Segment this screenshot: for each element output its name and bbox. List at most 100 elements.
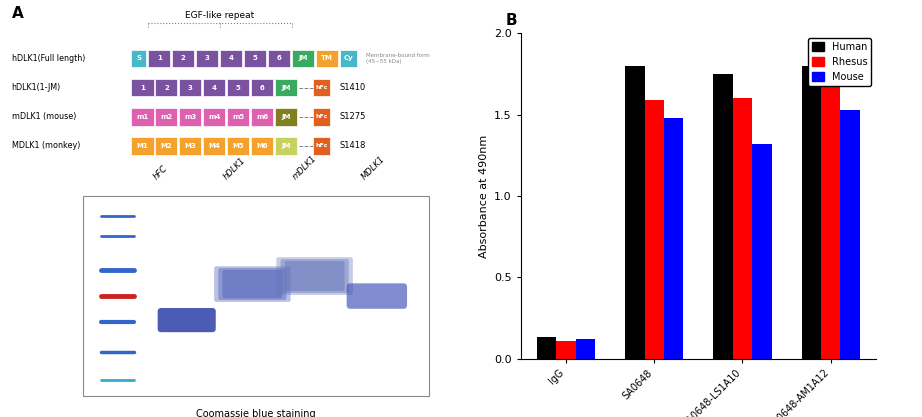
Text: 6: 6 (260, 85, 265, 90)
Text: hFc: hFc (315, 85, 328, 90)
Text: 5: 5 (236, 85, 241, 90)
Text: JM: JM (281, 114, 291, 120)
Text: m4: m4 (208, 114, 220, 120)
Text: m6: m6 (256, 114, 268, 120)
Bar (537, 337, 557, 359)
Text: Cy: Cy (344, 55, 353, 61)
Text: 2: 2 (164, 85, 169, 90)
FancyBboxPatch shape (131, 108, 153, 126)
FancyBboxPatch shape (131, 50, 147, 67)
Text: mDLK1 (mouse): mDLK1 (mouse) (11, 112, 76, 121)
Text: Coomassie blue staining: Coomassie blue staining (196, 409, 315, 417)
Bar (752, 144, 772, 359)
FancyBboxPatch shape (203, 79, 226, 96)
Text: M1: M1 (136, 143, 148, 149)
FancyBboxPatch shape (203, 108, 226, 126)
Bar (801, 66, 821, 359)
Legend: Human, Rhesus, Mouse: Human, Rhesus, Mouse (809, 38, 871, 86)
Text: hDLK1: hDLK1 (221, 156, 247, 181)
Text: 2: 2 (181, 55, 185, 61)
FancyBboxPatch shape (222, 270, 282, 298)
FancyBboxPatch shape (275, 108, 297, 126)
Bar (576, 339, 596, 359)
FancyBboxPatch shape (313, 108, 330, 126)
Bar (733, 98, 752, 359)
FancyBboxPatch shape (196, 50, 219, 67)
FancyBboxPatch shape (228, 108, 250, 126)
FancyBboxPatch shape (214, 266, 290, 302)
FancyBboxPatch shape (316, 50, 338, 67)
FancyBboxPatch shape (220, 50, 242, 67)
Bar (840, 110, 859, 359)
FancyBboxPatch shape (131, 137, 153, 155)
Text: M6: M6 (256, 143, 268, 149)
Text: m1: m1 (136, 114, 148, 120)
FancyBboxPatch shape (155, 108, 177, 126)
Text: hDLK1(Full length): hDLK1(Full length) (11, 54, 85, 63)
FancyBboxPatch shape (251, 137, 274, 155)
Text: TM: TM (321, 55, 333, 61)
Text: hDLK1(1-JM): hDLK1(1-JM) (11, 83, 61, 92)
Text: M2: M2 (160, 143, 172, 149)
FancyBboxPatch shape (179, 79, 201, 96)
FancyBboxPatch shape (131, 79, 153, 96)
Text: B: B (505, 13, 517, 28)
FancyBboxPatch shape (203, 137, 226, 155)
Text: mDLK1: mDLK1 (290, 154, 318, 181)
Text: 1: 1 (140, 85, 145, 90)
Text: S1275: S1275 (339, 112, 365, 121)
Text: 5: 5 (253, 55, 257, 61)
Text: EGF-like repeat: EGF-like repeat (185, 10, 254, 20)
FancyBboxPatch shape (313, 137, 330, 155)
Text: m2: m2 (160, 114, 172, 120)
Bar (821, 77, 840, 359)
Text: JM: JM (281, 143, 291, 149)
Text: 3: 3 (188, 85, 193, 90)
Y-axis label: Absorbance at 490nm: Absorbance at 490nm (479, 134, 489, 258)
Text: m5: m5 (232, 114, 244, 120)
Text: M3: M3 (184, 143, 196, 149)
FancyBboxPatch shape (340, 50, 357, 67)
FancyBboxPatch shape (244, 50, 266, 67)
FancyBboxPatch shape (280, 259, 349, 293)
Text: hFc: hFc (315, 143, 328, 148)
Bar (644, 100, 664, 359)
Text: 3: 3 (205, 55, 209, 61)
Bar (83, 196, 429, 396)
Bar (625, 66, 644, 359)
FancyBboxPatch shape (251, 79, 274, 96)
FancyBboxPatch shape (268, 50, 290, 67)
Text: S1410: S1410 (339, 83, 365, 92)
Text: MDLK1 (monkey): MDLK1 (monkey) (11, 141, 80, 151)
Text: M5: M5 (232, 143, 244, 149)
Bar (714, 74, 733, 359)
Text: Membrane-bound form
(45~55 kDa): Membrane-bound form (45~55 kDa) (366, 53, 430, 64)
Text: 4: 4 (229, 55, 233, 61)
FancyBboxPatch shape (228, 79, 250, 96)
FancyBboxPatch shape (219, 268, 287, 300)
FancyBboxPatch shape (179, 108, 201, 126)
FancyBboxPatch shape (251, 108, 274, 126)
Text: 6: 6 (277, 55, 281, 61)
Text: S: S (136, 55, 141, 61)
FancyBboxPatch shape (172, 50, 195, 67)
FancyBboxPatch shape (155, 137, 177, 155)
Text: m3: m3 (184, 114, 196, 120)
FancyBboxPatch shape (148, 50, 171, 67)
Text: hFc: hFc (315, 114, 328, 119)
FancyBboxPatch shape (155, 79, 177, 96)
FancyBboxPatch shape (179, 137, 201, 155)
Text: M4: M4 (208, 143, 220, 149)
FancyBboxPatch shape (277, 257, 353, 295)
FancyBboxPatch shape (347, 284, 407, 309)
FancyBboxPatch shape (275, 137, 297, 155)
Bar (664, 118, 683, 359)
Text: S1418: S1418 (339, 141, 365, 151)
FancyBboxPatch shape (292, 50, 314, 67)
FancyBboxPatch shape (158, 308, 216, 332)
Text: MDLK1: MDLK1 (360, 154, 386, 181)
Text: 1: 1 (157, 55, 161, 61)
Text: JM: JM (299, 55, 308, 61)
Text: A: A (11, 6, 23, 21)
Text: 4: 4 (212, 85, 217, 90)
